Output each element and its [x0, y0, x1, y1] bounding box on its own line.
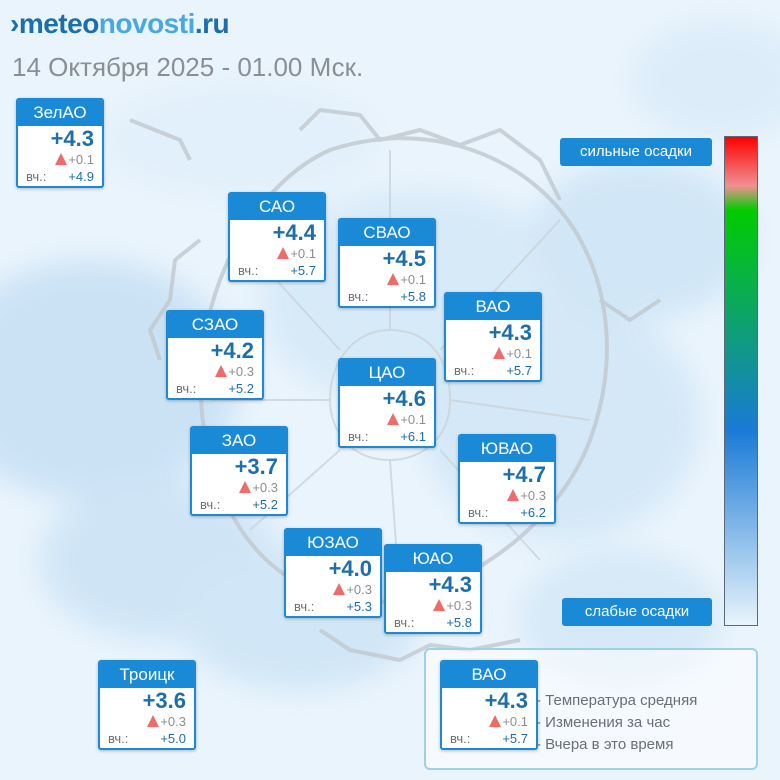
- district-yesterday: вч.: +5.7: [450, 731, 528, 746]
- district-name: Троицк: [100, 662, 194, 688]
- triangle-up-icon: [333, 583, 346, 595]
- triangle-up-icon: [387, 413, 400, 425]
- district-card-yuvao[interactable]: ЮВАО +4.7 +0.3 вч.: +6.2: [458, 434, 556, 524]
- district-card-szao[interactable]: СЗАО +4.2 +0.3 вч.: +5.2: [166, 310, 264, 400]
- map-legend: ВАО +4.3 +0.1 вч.: +5.7 - Температура сре…: [424, 648, 758, 770]
- district-card-troitsk[interactable]: Троицк +3.6 +0.3 вч.: +5.0: [98, 660, 196, 750]
- district-name: СВАО: [340, 220, 434, 246]
- district-name: ЗелАО: [18, 100, 102, 126]
- district-temp: +4.6: [382, 386, 426, 411]
- legend-items: - Температура средняя - Изменения за час…: [536, 690, 697, 756]
- district-change: +0.1: [446, 346, 540, 362]
- district-temp: +4.7: [502, 462, 546, 487]
- district-temp: +4.0: [328, 556, 372, 581]
- district-yesterday: вч.: +6.2: [468, 505, 546, 520]
- district-temp: +4.3: [428, 572, 472, 597]
- district-temp: +3.7: [234, 454, 278, 479]
- district-yesterday: вч.: +5.2: [176, 381, 254, 396]
- triangle-up-icon: [239, 481, 252, 493]
- legend-item-yesterday: - Вчера в это время: [536, 736, 674, 753]
- triangle-up-icon: [387, 273, 400, 285]
- district-card-sao[interactable]: САО +4.4 +0.1 вч.: +5.7: [228, 192, 326, 282]
- district-name: ЮВАО: [460, 436, 554, 462]
- district-change: +0.3: [460, 488, 554, 504]
- district-yesterday: вч.: +5.8: [394, 615, 472, 630]
- district-yesterday: вч.: +4.9: [26, 169, 94, 184]
- district-card-svao[interactable]: СВАО +4.5 +0.1 вч.: +5.8: [338, 218, 436, 308]
- district-yesterday: вч.: +5.7: [454, 363, 532, 378]
- district-change: +0.3: [286, 582, 380, 598]
- district-temp: +4.2: [210, 338, 254, 363]
- district-name: ЗАО: [192, 428, 286, 454]
- district-change: +0.1: [442, 714, 536, 730]
- triangle-up-icon: [507, 489, 520, 501]
- district-yesterday: вч.: +5.0: [108, 731, 186, 746]
- forecast-datetime: 14 Октября 2025 - 01.00 Мск.: [12, 52, 364, 82]
- district-name: ВАО: [446, 294, 540, 320]
- triangle-up-icon: [493, 347, 506, 359]
- district-temp: +4.4: [272, 220, 316, 245]
- legend-example-card: ВАО +4.3 +0.1 вч.: +5.7: [440, 660, 538, 750]
- district-yesterday: вч.: +5.3: [294, 599, 372, 614]
- legend-item-hourly-change: - Изменения за час: [536, 714, 671, 731]
- district-yesterday: вч.: +5.8: [348, 289, 426, 304]
- district-name: ЮАО: [386, 546, 480, 572]
- district-temp: +4.5: [382, 246, 426, 271]
- district-change: +0.1: [340, 412, 434, 428]
- district-change: +0.3: [100, 714, 194, 730]
- district-yesterday: вч.: +6.1: [348, 429, 426, 444]
- district-temp: +4.3: [488, 320, 532, 345]
- district-card-yuao[interactable]: ЮАО +4.3 +0.3 вч.: +5.8: [384, 544, 482, 634]
- district-card-zao[interactable]: ЗАО +3.7 +0.3 вч.: +5.2: [190, 426, 288, 516]
- district-name: ЦАО: [340, 360, 434, 386]
- district-card-vao[interactable]: ВАО +4.3 +0.1 вч.: +5.7: [444, 292, 542, 382]
- district-yesterday: вч.: +5.7: [238, 263, 316, 278]
- district-name: САО: [230, 194, 324, 220]
- triangle-up-icon: [277, 247, 290, 259]
- triangle-up-icon: [55, 153, 68, 165]
- district-temp: +4.3: [484, 688, 528, 713]
- district-name: СЗАО: [168, 312, 262, 338]
- district-card-yuzao[interactable]: ЮЗАО +4.0 +0.3 вч.: +5.3: [284, 528, 382, 618]
- district-change: +0.3: [386, 598, 480, 614]
- district-card-zelao[interactable]: ЗелАО +4.3 +0.1 вч.: +4.9: [16, 98, 104, 188]
- district-change: +0.1: [230, 246, 324, 262]
- district-name: ВАО: [442, 662, 536, 688]
- precip-color-scale: [724, 136, 758, 626]
- logo-part-meteo: meteo: [18, 8, 99, 39]
- district-change: +0.1: [340, 272, 434, 288]
- triangle-up-icon: [489, 715, 502, 727]
- district-card-tsao[interactable]: ЦАО +4.6 +0.1 вч.: +6.1: [338, 358, 436, 448]
- triangle-up-icon: [433, 599, 446, 611]
- logo-part-novosti: novosti: [98, 8, 196, 39]
- district-change: +0.3: [168, 364, 262, 380]
- district-temp: +3.6: [142, 688, 186, 713]
- district-change: +0.3: [192, 480, 286, 496]
- precip-low-label: слабые осадки: [562, 598, 712, 626]
- logo-mark-icon: ›: [10, 8, 19, 39]
- triangle-up-icon: [147, 715, 160, 727]
- district-yesterday: вч.: +5.2: [200, 497, 278, 512]
- district-temp: +4.3: [50, 126, 94, 151]
- legend-item-temperature: - Температура средняя: [536, 692, 698, 709]
- district-change: +0.1: [18, 152, 102, 168]
- site-logo[interactable]: ›meteonovosti.ru: [10, 8, 230, 40]
- precip-high-label: сильные осадки: [560, 138, 712, 166]
- triangle-up-icon: [215, 365, 228, 377]
- district-name: ЮЗАО: [286, 530, 380, 556]
- logo-part-domain: .ru: [194, 8, 230, 39]
